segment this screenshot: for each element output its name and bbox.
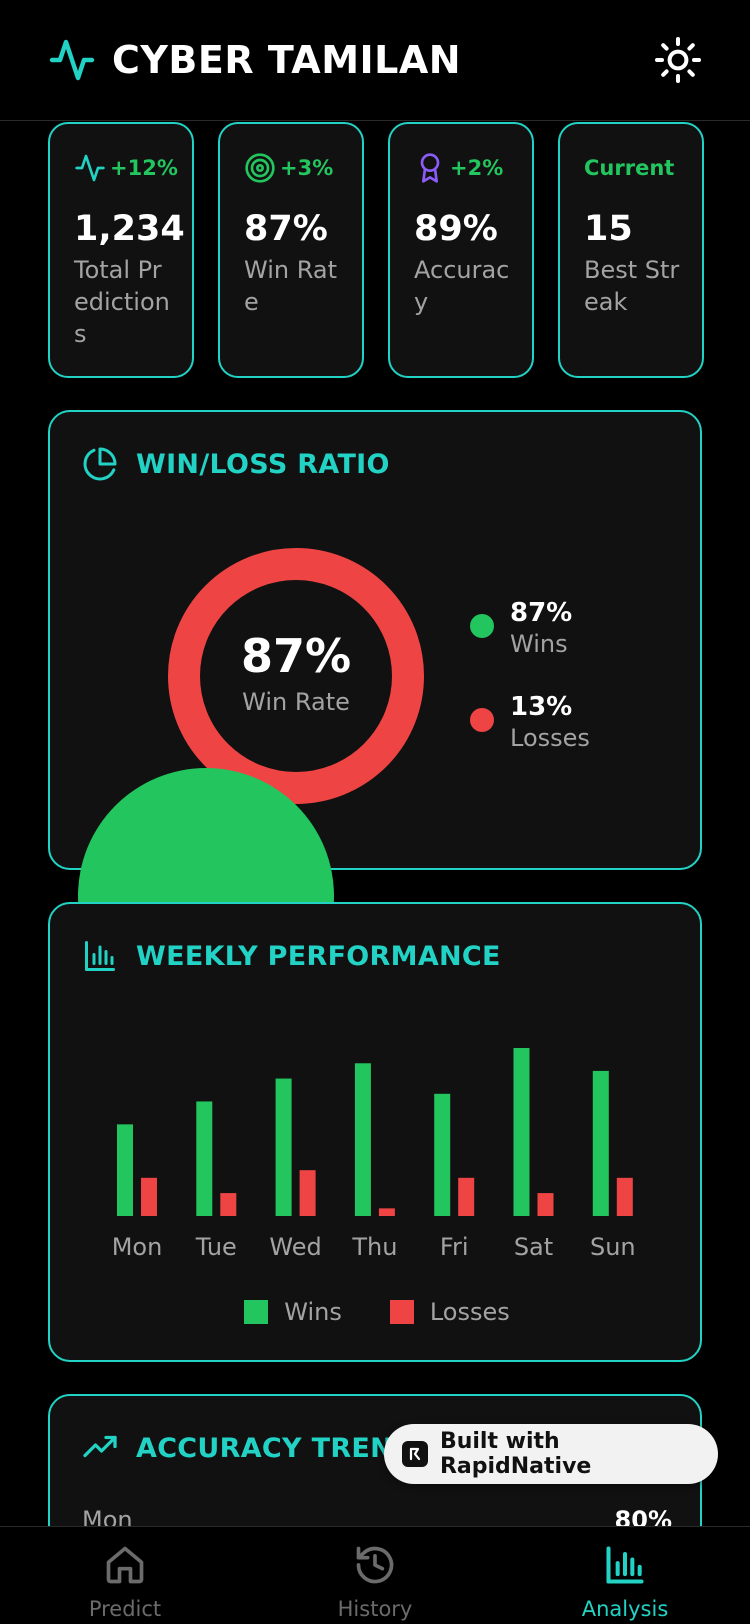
tab-label: Predict [88,1597,162,1621]
app-header: CYBER TAMILAN [0,0,750,121]
stat-card-best-streak: Current 15 Best Streak [558,122,704,378]
stat-trend: +3% [244,152,333,184]
stat-trend-text: +12% [110,156,178,180]
sun-icon[interactable] [654,36,702,84]
donut-ring [168,548,424,804]
pie-chart-icon [83,447,117,481]
stat-card-accuracy: +2% 89% Accuracy [388,122,534,378]
legend-wins-label: Wins [284,1298,342,1326]
x-tick-label-wed: Wed [269,1233,321,1261]
x-tick-label-mon: Mon [112,1233,163,1261]
losses-bar-wed [299,1170,316,1216]
legend-wins: Wins [244,1298,342,1326]
legend-losses-label: Losses [429,1298,510,1326]
stat-card-win-rate: +3% 87% Win Rate [218,122,364,378]
stat-value: 15 [584,209,633,249]
losses-bar-thu [378,1208,395,1216]
award-icon [420,153,440,183]
stat-trend-text: +2% [450,156,504,180]
losses-bar-mon [141,1177,157,1216]
stat-value: 89% [414,209,498,249]
losses-bar-sun [616,1177,633,1216]
stat-label: Total Predictions [74,256,170,348]
win-loss-donut [168,548,424,804]
tab-label: History [337,1597,413,1621]
x-tick-label-sun: Sun [590,1233,636,1261]
wins-swatch [244,1300,269,1324]
wins-dot [470,614,494,638]
accuracy-title: ACCURACY TREND [136,1432,416,1464]
tab-predict[interactable]: Predict [0,1527,250,1624]
activity-icon [75,154,105,182]
badge-text: Built with RapidNative [439,1429,592,1479]
weekly-bar-chart: Mon Tue Wed Thu Fri Sat Sun [112,1048,636,1261]
wins-bar-fri [434,1093,451,1216]
wins-bar-thu [354,1063,371,1216]
weekly-header: WEEKLY PERFORMANCE [82,936,501,976]
stat-trend-text: +3% [280,156,334,180]
wins-bar-tue [196,1101,213,1216]
bar-chart-icon [606,1546,644,1584]
history-icon [356,1546,394,1584]
home-icon [106,1546,144,1584]
stat-value: 1,234 [74,209,185,249]
app-title: CYBER TAMILAN [112,38,462,82]
donut-center-label: Win Rate [242,688,350,716]
stat-label: Win Rate [244,256,337,316]
target-icon [245,153,275,183]
tab-label: Analysis [581,1597,669,1621]
trending-up-icon [83,1435,117,1458]
tab-analysis[interactable]: Analysis [500,1527,750,1624]
stat-value: 87% [244,209,328,249]
accuracy-header: ACCURACY TREND [82,1428,416,1468]
losses-label: Losses [510,724,590,752]
stat-label: Best Streak [584,256,680,316]
rapidnative-logo-icon [402,1441,428,1467]
wins-bar-sun [592,1070,609,1216]
wins-bar-wed [275,1078,292,1216]
legend-losses: 13% Losses [470,692,590,754]
weekly-title: WEEKLY PERFORMANCE [136,940,501,972]
legend-losses: Losses [389,1298,510,1326]
losses-pct: 13% [510,692,573,722]
x-tick-label-sat: Sat [514,1233,553,1261]
stat-label: Accuracy [414,256,510,316]
stat-trend-text: Current [584,156,675,180]
winloss-title: WIN/LOSS RATIO [136,448,390,480]
stat-trend: Current [584,152,674,184]
activity-logo-icon [49,39,95,81]
weekly-legend: Wins Losses [50,1298,704,1326]
tab-history[interactable]: History [250,1527,500,1624]
winloss-header: WIN/LOSS RATIO [82,444,390,484]
losses-bar-sat [537,1193,554,1216]
stat-trend: +2% [414,152,503,184]
losses-dot [470,708,494,732]
wins-pct: 87% [510,598,573,628]
x-tick-label-thu: Thu [351,1233,397,1261]
stats-row: +12% 1,234 Total Predictions +3% 87% Win… [48,122,704,378]
losses-swatch [389,1300,414,1324]
built-with-badge[interactable]: Built with RapidNative [384,1424,718,1484]
weekly-panel: WEEKLY PERFORMANCE Mon Tue Wed Thu Fri Sat Sun… [48,902,702,1362]
x-tick-label-fri: Fri [440,1233,469,1261]
wins-bar-mon [117,1124,133,1216]
legend-wins: 87% Wins [470,598,572,660]
losses-bar-tue [220,1193,237,1216]
bottom-tab-bar: Predict History Analysis [0,1526,750,1624]
wins-bar-sat [513,1048,530,1216]
donut-center-value: 87% [240,629,352,683]
stat-card-total-predictions: +12% 1,234 Total Predictions [48,122,194,378]
wins-label: Wins [510,630,568,658]
bar-chart-icon [85,941,115,971]
losses-bar-fri [458,1177,475,1216]
x-tick-label-tue: Tue [195,1233,237,1261]
stat-trend: +12% [74,152,178,184]
